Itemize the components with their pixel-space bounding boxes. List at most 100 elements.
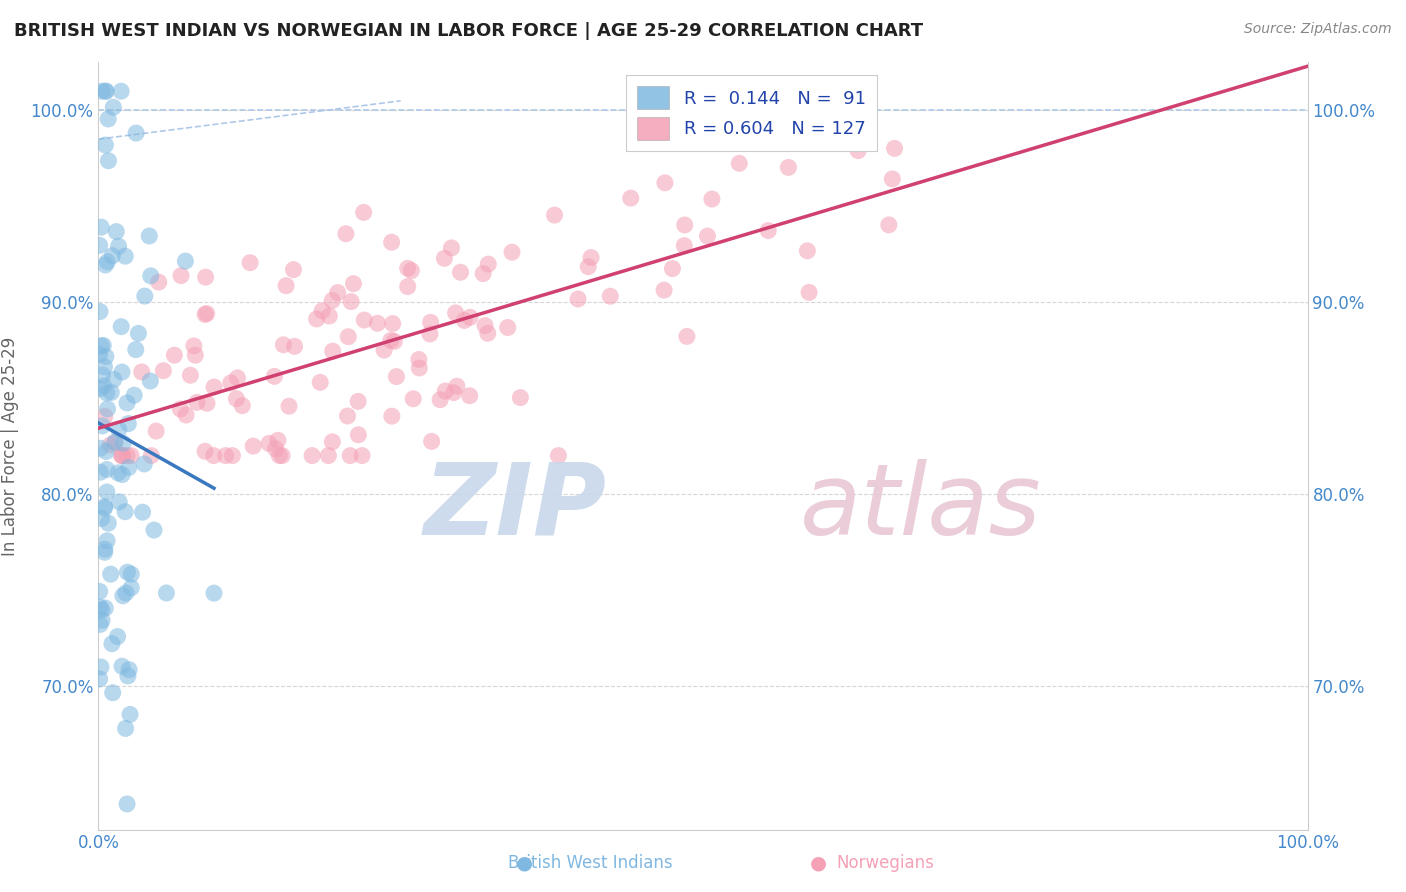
Point — [111, 589, 134, 603]
Point — [446, 379, 468, 393]
Point — [139, 374, 162, 388]
Point — [163, 348, 186, 362]
Point — [96, 386, 118, 401]
Point — [567, 292, 589, 306]
Point — [186, 395, 208, 409]
Point — [97, 112, 120, 126]
Point — [318, 449, 340, 463]
Point — [110, 449, 132, 463]
Point — [107, 239, 129, 253]
Point — [271, 449, 294, 463]
Point — [477, 257, 499, 271]
Point — [652, 283, 675, 297]
Point — [326, 285, 349, 300]
Point — [214, 449, 236, 463]
Point — [195, 396, 218, 410]
Point — [444, 306, 467, 320]
Point — [458, 310, 481, 325]
Text: ●: ● — [810, 854, 827, 872]
Point — [117, 565, 139, 579]
Text: British West Indians: British West Indians — [508, 855, 673, 872]
Point — [382, 334, 405, 349]
Point — [202, 586, 225, 600]
Point — [882, 172, 904, 186]
Point — [336, 409, 359, 423]
Point — [96, 401, 118, 416]
Point — [100, 385, 122, 400]
Point — [276, 278, 298, 293]
Point — [91, 613, 114, 627]
Point — [380, 334, 402, 348]
Point — [114, 722, 136, 736]
Point — [94, 84, 117, 98]
Point — [89, 304, 111, 318]
Point — [496, 320, 519, 334]
Point — [122, 388, 145, 402]
Point — [148, 275, 170, 289]
Point — [89, 600, 111, 615]
Point — [120, 567, 142, 582]
Point — [93, 545, 115, 559]
Point — [131, 365, 153, 379]
Point — [100, 567, 122, 582]
Point — [118, 460, 141, 475]
Point — [340, 294, 363, 309]
Point — [117, 417, 139, 431]
Point — [115, 396, 138, 410]
Point — [352, 449, 374, 463]
Point — [111, 467, 134, 482]
Point — [179, 368, 201, 383]
Point — [108, 495, 131, 509]
Point — [90, 339, 112, 353]
Point — [194, 308, 217, 322]
Point — [309, 376, 332, 390]
Point — [94, 409, 117, 424]
Text: Norwegians: Norwegians — [837, 855, 935, 872]
Text: Source: ZipAtlas.com: Source: ZipAtlas.com — [1244, 22, 1392, 37]
Point — [96, 444, 118, 458]
Point — [89, 584, 111, 599]
Point — [94, 258, 117, 272]
Point — [778, 161, 800, 175]
Point — [440, 241, 463, 255]
Point — [91, 84, 114, 98]
Point — [170, 268, 193, 283]
Point — [474, 318, 496, 333]
Point — [91, 338, 114, 352]
Point — [93, 501, 115, 516]
Point — [125, 343, 148, 357]
Point — [96, 254, 118, 268]
Point — [101, 249, 124, 263]
Point — [174, 254, 197, 268]
Point — [347, 394, 370, 409]
Point — [90, 220, 112, 235]
Point — [93, 379, 115, 393]
Text: BRITISH WEST INDIAN VS NORWEGIAN IN LABOR FORCE | AGE 25-29 CORRELATION CHART: BRITISH WEST INDIAN VS NORWEGIAN IN LABO… — [14, 22, 924, 40]
Point — [89, 441, 111, 455]
Point — [134, 289, 156, 303]
Point — [183, 339, 205, 353]
Point — [125, 126, 148, 140]
Point — [579, 251, 602, 265]
Point — [877, 218, 900, 232]
Point — [420, 434, 443, 449]
Point — [134, 457, 156, 471]
Point — [501, 245, 523, 260]
Point — [91, 368, 114, 382]
Point — [114, 505, 136, 519]
Point — [141, 449, 163, 463]
Legend: R =  0.144   N =  91, R = 0.604   N = 127: R = 0.144 N = 91, R = 0.604 N = 127 — [626, 75, 877, 151]
Point — [337, 329, 360, 343]
Point — [396, 261, 419, 276]
Point — [353, 205, 375, 219]
Point — [322, 344, 344, 359]
Point — [419, 315, 441, 329]
Point — [111, 659, 134, 673]
Point — [145, 424, 167, 438]
Point — [90, 511, 112, 525]
Point — [728, 156, 751, 170]
Point — [138, 229, 160, 244]
Point — [104, 435, 127, 450]
Point — [654, 176, 676, 190]
Point — [301, 449, 323, 463]
